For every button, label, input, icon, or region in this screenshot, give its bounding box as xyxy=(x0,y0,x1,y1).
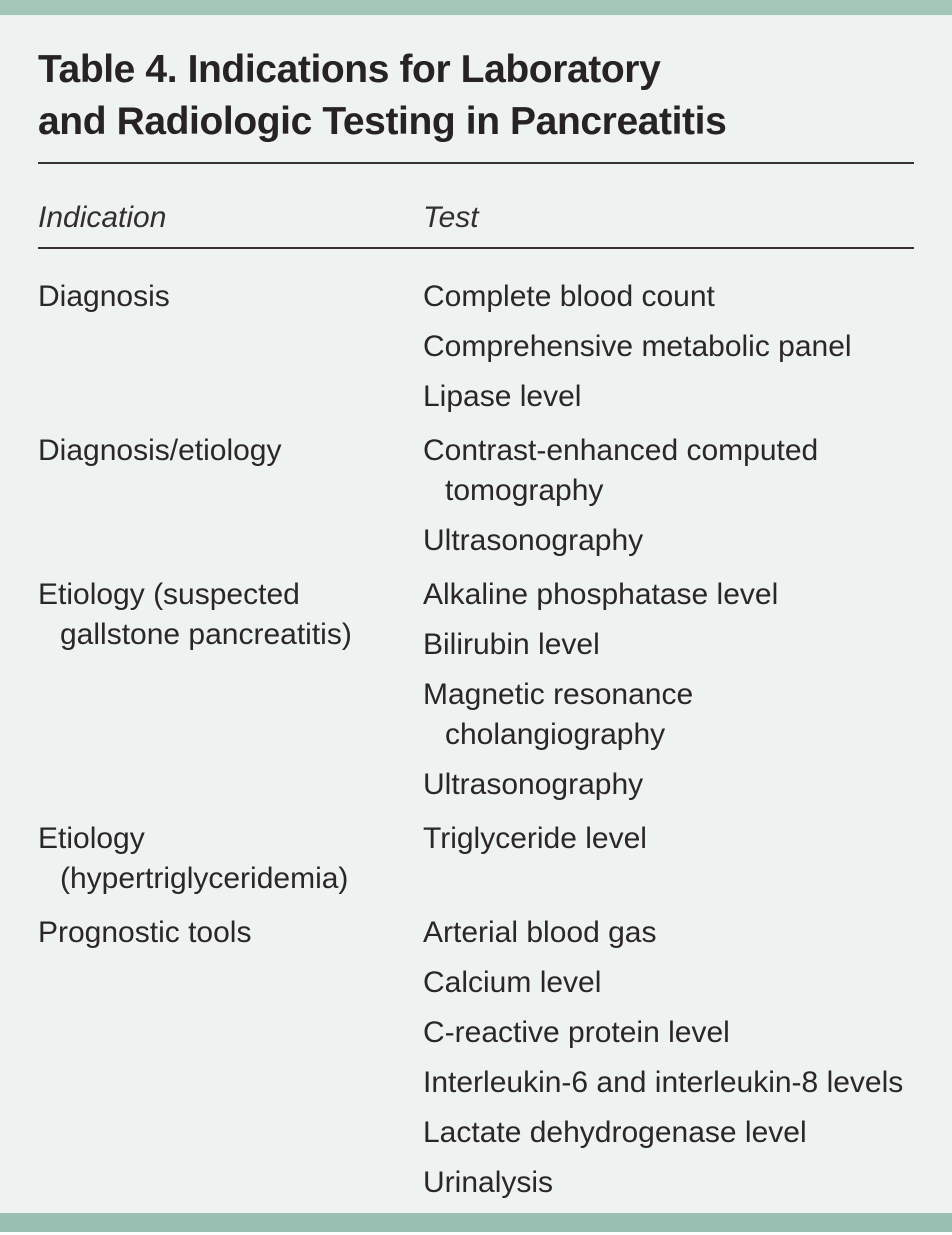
test-item: Alkaline phosphatase level xyxy=(423,575,923,615)
header-rule xyxy=(38,247,914,249)
text-line: Lipase level xyxy=(423,380,582,413)
text-line: Ultrasonography xyxy=(423,524,644,557)
table-title-line1: Table 4. Indications for Laboratory xyxy=(38,48,661,91)
text-line: Prognostic tools xyxy=(38,916,252,949)
table-row: Prognostic tools Arterial blood gas Calciu… xyxy=(38,913,914,1213)
text-line: Calcium level xyxy=(423,966,602,999)
test-item: Complete blood count xyxy=(423,277,923,317)
tests-cell: Contrast-enhanced computed tomography Ultr… xyxy=(423,431,923,571)
text-line: Urinalysis xyxy=(423,1166,554,1199)
text-line: Interleukin-6 and interleukin-8 levels xyxy=(423,1066,904,1099)
column-header-test: Test xyxy=(423,201,479,234)
table-content: Table 4. Indications for Laboratory and R… xyxy=(38,0,914,1217)
text-line: Contrast-enhanced computed xyxy=(423,434,819,467)
test-item: Triglyceride level xyxy=(423,819,923,859)
bottom-accent-bar xyxy=(0,1213,952,1232)
test-item: Calcium level xyxy=(423,963,923,1003)
test-item: Arterial blood gas xyxy=(423,913,923,953)
column-header-indication: Indication xyxy=(38,201,167,234)
tests-cell: Triglyceride level xyxy=(423,819,923,909)
top-accent-bar xyxy=(0,0,952,15)
text-line: Diagnosis/etiology xyxy=(38,434,282,467)
tests-cell: Alkaline phosphatase level Bilirubin leve… xyxy=(423,575,923,815)
table-title: Table 4. Indications for Laboratory and R… xyxy=(38,44,914,148)
text-line: Alkaline phosphatase level xyxy=(423,578,779,611)
text-line: Comprehensive metabolic panel xyxy=(423,330,852,363)
table-row: Etiology (hypertriglyceridemia) Triglyceri… xyxy=(38,819,914,909)
test-item: Interleukin-6 and interleukin-8 levels xyxy=(423,1063,923,1103)
text-line: Lactate dehydrogenase level xyxy=(423,1116,807,1149)
test-item: Comprehensive metabolic panel xyxy=(423,327,923,367)
text-line: Magnetic resonance xyxy=(423,678,694,711)
text-line: (hypertriglyceridemia) xyxy=(60,862,349,895)
test-item: Lipase level xyxy=(423,377,923,417)
test-item: Ultrasonography xyxy=(423,521,923,561)
text-line: Triglyceride level xyxy=(423,822,647,855)
text-line: Ultrasonography xyxy=(423,768,644,801)
tests-cell: Complete blood count Comprehensive metabo… xyxy=(423,277,923,427)
table-row: Etiology (suspected gallstone pancreatiti… xyxy=(38,575,914,815)
bottom-white-strip xyxy=(0,1232,952,1235)
text-line: gallstone pancreatitis) xyxy=(60,618,352,651)
text-line: cholangiography xyxy=(445,718,666,751)
test-item: Lactate dehydrogenase level xyxy=(423,1113,923,1153)
table-row: Diagnosis Complete blood count Comprehensi… xyxy=(38,277,914,427)
indication-cell: Prognostic tools xyxy=(38,913,423,1203)
text-line: Diagnosis xyxy=(38,280,170,313)
text-line: Etiology xyxy=(38,822,145,855)
table-body: Diagnosis Complete blood count Comprehensi… xyxy=(38,277,914,1213)
tests-cell: Arterial blood gas Calcium level C-reactiv… xyxy=(423,913,923,1213)
test-item: Bilirubin level xyxy=(423,625,923,665)
test-item: C-reactive protein level xyxy=(423,1013,923,1053)
indication-cell: Diagnosis/etiology xyxy=(38,431,423,561)
test-item: Urinalysis xyxy=(423,1163,923,1203)
indication-cell: Etiology (suspected gallstone pancreatiti… xyxy=(38,575,423,805)
table-row: Diagnosis/etiology Contrast-enhanced comp… xyxy=(38,431,914,571)
text-line: Complete blood count xyxy=(423,280,715,313)
text-line: Arterial blood gas xyxy=(423,916,657,949)
text-line: tomography xyxy=(445,474,604,507)
text-line: Bilirubin level xyxy=(423,628,600,661)
test-item: Contrast-enhanced computed tomography xyxy=(423,431,923,511)
test-item: Magnetic resonance cholangiography xyxy=(423,675,923,755)
text-line: Etiology (suspected xyxy=(38,578,300,611)
table-title-line2: and Radiologic Testing in Pancreatitis xyxy=(38,100,727,143)
text-line: C-reactive protein level xyxy=(423,1016,730,1049)
test-item: Ultrasonography xyxy=(423,765,923,805)
top-rule xyxy=(38,162,914,164)
indication-cell: Etiology (hypertriglyceridemia) xyxy=(38,819,423,899)
column-headers: Indication Test xyxy=(38,198,914,238)
indication-cell: Diagnosis xyxy=(38,277,423,417)
